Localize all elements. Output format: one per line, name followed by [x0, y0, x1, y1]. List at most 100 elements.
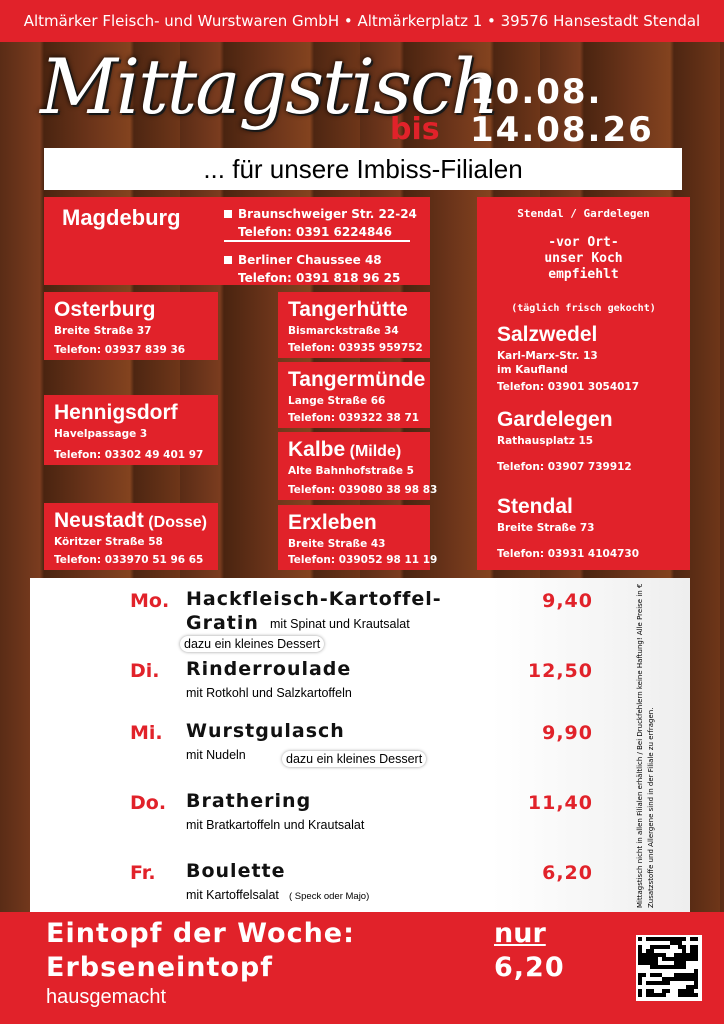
qr-cell — [662, 957, 666, 961]
qr-cell — [678, 993, 682, 997]
qr-cell — [686, 953, 690, 957]
qr-cell — [670, 941, 674, 945]
phone: Telefon: 03901 3054017 — [497, 381, 640, 393]
qr-cell — [682, 977, 686, 981]
divider — [224, 240, 410, 242]
branch-box: Gardelegen Rathausplatz 15 Telefon: 03907 … — [487, 402, 687, 477]
qr-cell — [646, 957, 650, 961]
qr-cell — [690, 989, 694, 993]
qr-cell — [666, 989, 670, 993]
footer-price-prefix: nur — [494, 918, 546, 949]
qr-cell — [682, 949, 686, 953]
qr-cell — [654, 973, 658, 977]
name: Tangerhütte — [288, 298, 408, 321]
address: im Kaufland — [497, 364, 568, 376]
qr-cell — [642, 953, 646, 957]
qr-cell — [650, 961, 654, 965]
phone: Telefon: 039322 38 71 — [288, 412, 420, 424]
qr-cell — [678, 965, 682, 969]
recommendation: empfiehlt — [548, 267, 619, 282]
phone: Telefon: 03937 839 36 — [54, 344, 186, 356]
qr-cell — [646, 989, 650, 993]
qr-cell — [638, 937, 642, 941]
qr-cell — [678, 961, 682, 965]
recommendation: unser Koch — [544, 251, 623, 266]
heading: Stendal / Gardelegen — [517, 207, 650, 220]
qr-cell — [682, 945, 686, 949]
qr-cell — [670, 965, 674, 969]
qr-cell — [650, 945, 654, 949]
qr-cell — [650, 973, 654, 977]
qr-cell — [674, 977, 678, 981]
date-from: 10.08. — [470, 72, 603, 112]
address: Köritzer Straße 58 — [54, 536, 163, 548]
qr-cell — [682, 965, 686, 969]
price: 9,90 — [542, 722, 593, 744]
qr-cell — [638, 977, 642, 981]
name: Hennigsdorf — [54, 401, 178, 424]
extra: dazu ein kleines Dessert — [180, 636, 324, 652]
qr-cell — [638, 945, 642, 949]
qr-cell — [654, 945, 658, 949]
recommendation: -vor Ort- — [548, 235, 619, 250]
name: Tangermünde — [288, 368, 426, 391]
qr-cell — [662, 989, 666, 993]
branch-box: Tangermünde Lange Straße 66 Telefon: 03932… — [278, 362, 430, 428]
qr-cell — [690, 973, 694, 977]
qr-cell — [666, 945, 670, 949]
title: Mittagstisch — [40, 42, 500, 131]
branch-box: Tangerhütte Bismarckstraße 34 Telefon: 039… — [278, 292, 430, 358]
qr-cell — [646, 981, 650, 985]
phone: Telefon: 0391 6224846 — [238, 225, 392, 239]
address: Breite Straße 43 — [288, 538, 386, 550]
qr-cell — [638, 961, 642, 965]
qr-cell — [658, 945, 662, 949]
bullet — [224, 256, 232, 264]
qr-cell — [650, 965, 654, 969]
qr-cell — [674, 973, 678, 977]
qr-cell — [694, 985, 698, 989]
address: Breite Straße 37 — [54, 325, 152, 337]
qr-cell — [682, 993, 686, 997]
address: Breite Straße 73 — [497, 522, 595, 534]
qr-cell — [694, 981, 698, 985]
side: mit Bratkartoffeln und Krautsalat — [186, 818, 365, 832]
qr-cell — [638, 957, 642, 961]
qr-cell — [690, 937, 694, 941]
name: Salzwedel — [497, 323, 598, 346]
qr-cell — [662, 993, 666, 997]
phone: Telefon: 03907 739912 — [497, 461, 632, 473]
note: Zusatzstoffe und Allergene sind in der F… — [647, 707, 655, 908]
qr-cell — [670, 957, 674, 961]
branch-box: Osterburg Breite Straße 37 Telefon: 03937 … — [44, 292, 218, 360]
side: mit Nudeln — [186, 748, 246, 762]
top-bar — [0, 0, 724, 42]
dish: Wurstgulasch — [186, 720, 345, 742]
qr-cell — [654, 953, 658, 957]
qr-cell — [638, 949, 642, 953]
suffix: (Dosse) — [143, 514, 207, 531]
dish: Boulette — [186, 860, 286, 882]
day: Di. — [130, 660, 160, 682]
qr-cell — [666, 957, 670, 961]
date-prefix: bis — [390, 112, 440, 147]
dish: Rinderroulade — [186, 658, 352, 680]
address: Karl-Marx-Str. 13 — [497, 350, 598, 362]
qr-cell — [670, 977, 674, 981]
qr-cell — [694, 993, 698, 997]
footer-detail: hausgemacht — [46, 986, 167, 1008]
dish: Brathering — [186, 790, 312, 812]
qr-cell — [650, 937, 654, 941]
qr-cell — [674, 961, 678, 965]
phone: Telefon: 0391 818 96 25 — [238, 271, 401, 285]
qr-cell — [638, 993, 642, 997]
qr-cell — [682, 953, 686, 957]
qr-cell — [642, 957, 646, 961]
day: Do. — [130, 792, 167, 814]
address: Lange Straße 66 — [288, 395, 386, 407]
qr-cell — [646, 953, 650, 957]
name: Gardelegen — [497, 408, 613, 431]
qr-cell — [650, 993, 654, 997]
address: Alte Bahnhofstraße 5 — [288, 465, 414, 477]
suffix: (Milde) — [345, 443, 402, 460]
